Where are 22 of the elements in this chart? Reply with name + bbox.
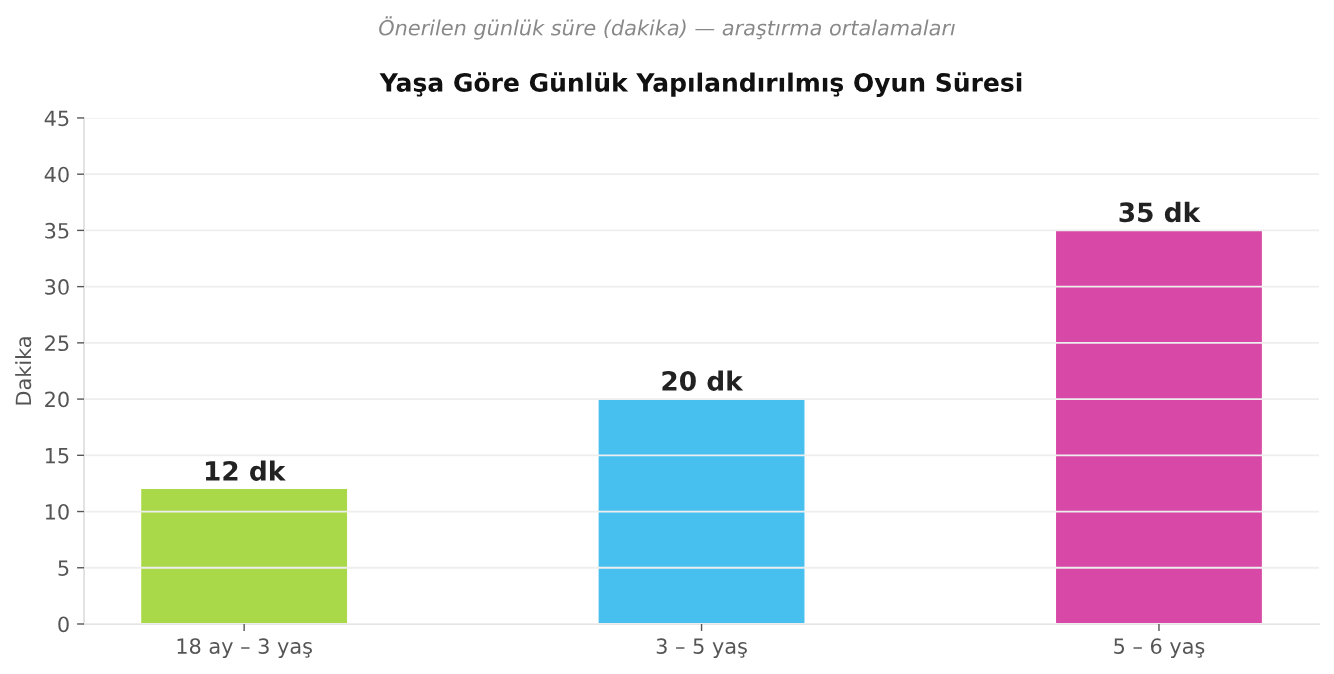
- y-tick-label: 5: [58, 560, 69, 576]
- x-tick-label: 18 ay – 3 yaş: [177, 638, 312, 659]
- bar: [141, 489, 348, 624]
- y-tick-label: 15: [45, 448, 69, 464]
- y-tick-label: 35: [45, 222, 69, 239]
- x-tick-label: 5 – 6 yaş: [1114, 638, 1205, 659]
- y-tick-label: 0: [58, 616, 69, 633]
- y-tick-label: 10: [45, 503, 69, 520]
- y-tick-label: 40: [44, 166, 69, 183]
- y-tick-label: 30: [45, 279, 69, 295]
- y-tick-label: 25: [45, 335, 69, 352]
- chart-subtitle: Önerilen günlük süre (dakika) — araştırma ortalamaları: [379, 16, 955, 40]
- chart-title: Yaşa Göre Günlük Yapılandırılmış Oyun Süresi: [379, 72, 1022, 97]
- x-tick-label: 3 – 5 yaş: [656, 638, 747, 659]
- data-label: 20 dk: [662, 370, 744, 391]
- data-label: 35 dk: [1119, 201, 1201, 223]
- data-label: 12 dk: [205, 460, 286, 481]
- y-tick-label: 45: [44, 110, 69, 127]
- y-tick-label: 20: [45, 391, 69, 408]
- y-axis-title: Dakika: [15, 337, 32, 405]
- bar: [1056, 230, 1262, 624]
- bar: [598, 399, 805, 624]
